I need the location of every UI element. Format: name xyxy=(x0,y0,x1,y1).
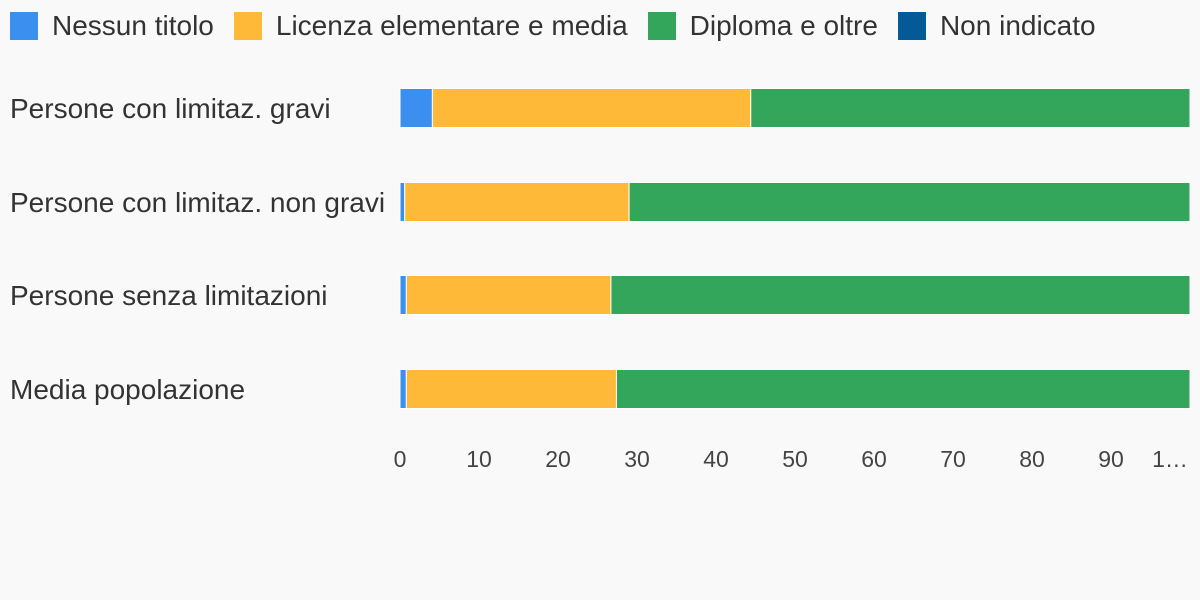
bar-segment xyxy=(399,182,406,222)
x-tick-label: 30 xyxy=(624,446,650,472)
legend-swatch xyxy=(647,12,676,40)
x-tick-label: 1… xyxy=(1152,446,1188,472)
bar-segment xyxy=(399,88,433,128)
bar-segment xyxy=(399,369,407,409)
category-label: Persone con limitaz. non gravi xyxy=(10,187,385,218)
x-tick-label: 0 xyxy=(394,446,407,472)
legend-item[interactable]: Nessun titolo xyxy=(10,10,214,42)
legend-item[interactable]: Non indicato xyxy=(897,10,1096,42)
bar-segment xyxy=(405,275,612,315)
bar-segment xyxy=(404,182,630,222)
category-label: Media popolazione xyxy=(10,374,245,405)
legend-swatch xyxy=(10,12,38,40)
bar-segment xyxy=(399,275,407,315)
x-tick-label: 60 xyxy=(861,446,887,472)
x-tick-label: 10 xyxy=(466,446,492,472)
bar-segment xyxy=(405,369,617,409)
legend-label: Nessun titolo xyxy=(52,10,214,41)
legend-item[interactable]: Licenza elementare e media xyxy=(233,10,628,42)
bar-segment xyxy=(431,88,752,128)
category-label: Persone senza limitazioni xyxy=(10,280,328,311)
x-tick-label: 20 xyxy=(545,446,571,472)
x-tick-label: 70 xyxy=(940,446,966,472)
legend-item[interactable]: Diploma e oltre xyxy=(647,10,878,42)
legend-label: Diploma e oltre xyxy=(689,10,878,41)
legend-label: Licenza elementare e media xyxy=(275,10,628,41)
x-tick-label: 90 xyxy=(1098,446,1124,472)
category-label: Persone con limitaz. gravi xyxy=(10,93,331,124)
x-tick-label: 50 xyxy=(782,446,808,472)
legend-swatch xyxy=(233,12,262,40)
legend-swatch xyxy=(897,12,926,40)
bar-segment xyxy=(610,275,1191,315)
x-tick-label: 80 xyxy=(1019,446,1045,472)
bar-segment xyxy=(628,182,1191,222)
x-tick-label: 40 xyxy=(703,446,729,472)
legend-label: Non indicato xyxy=(939,10,1096,41)
bar-segment xyxy=(750,88,1191,128)
bar-segment xyxy=(615,369,1191,409)
chart-legend: Nessun titolo Licenza elementare e media D… xyxy=(10,8,1116,44)
